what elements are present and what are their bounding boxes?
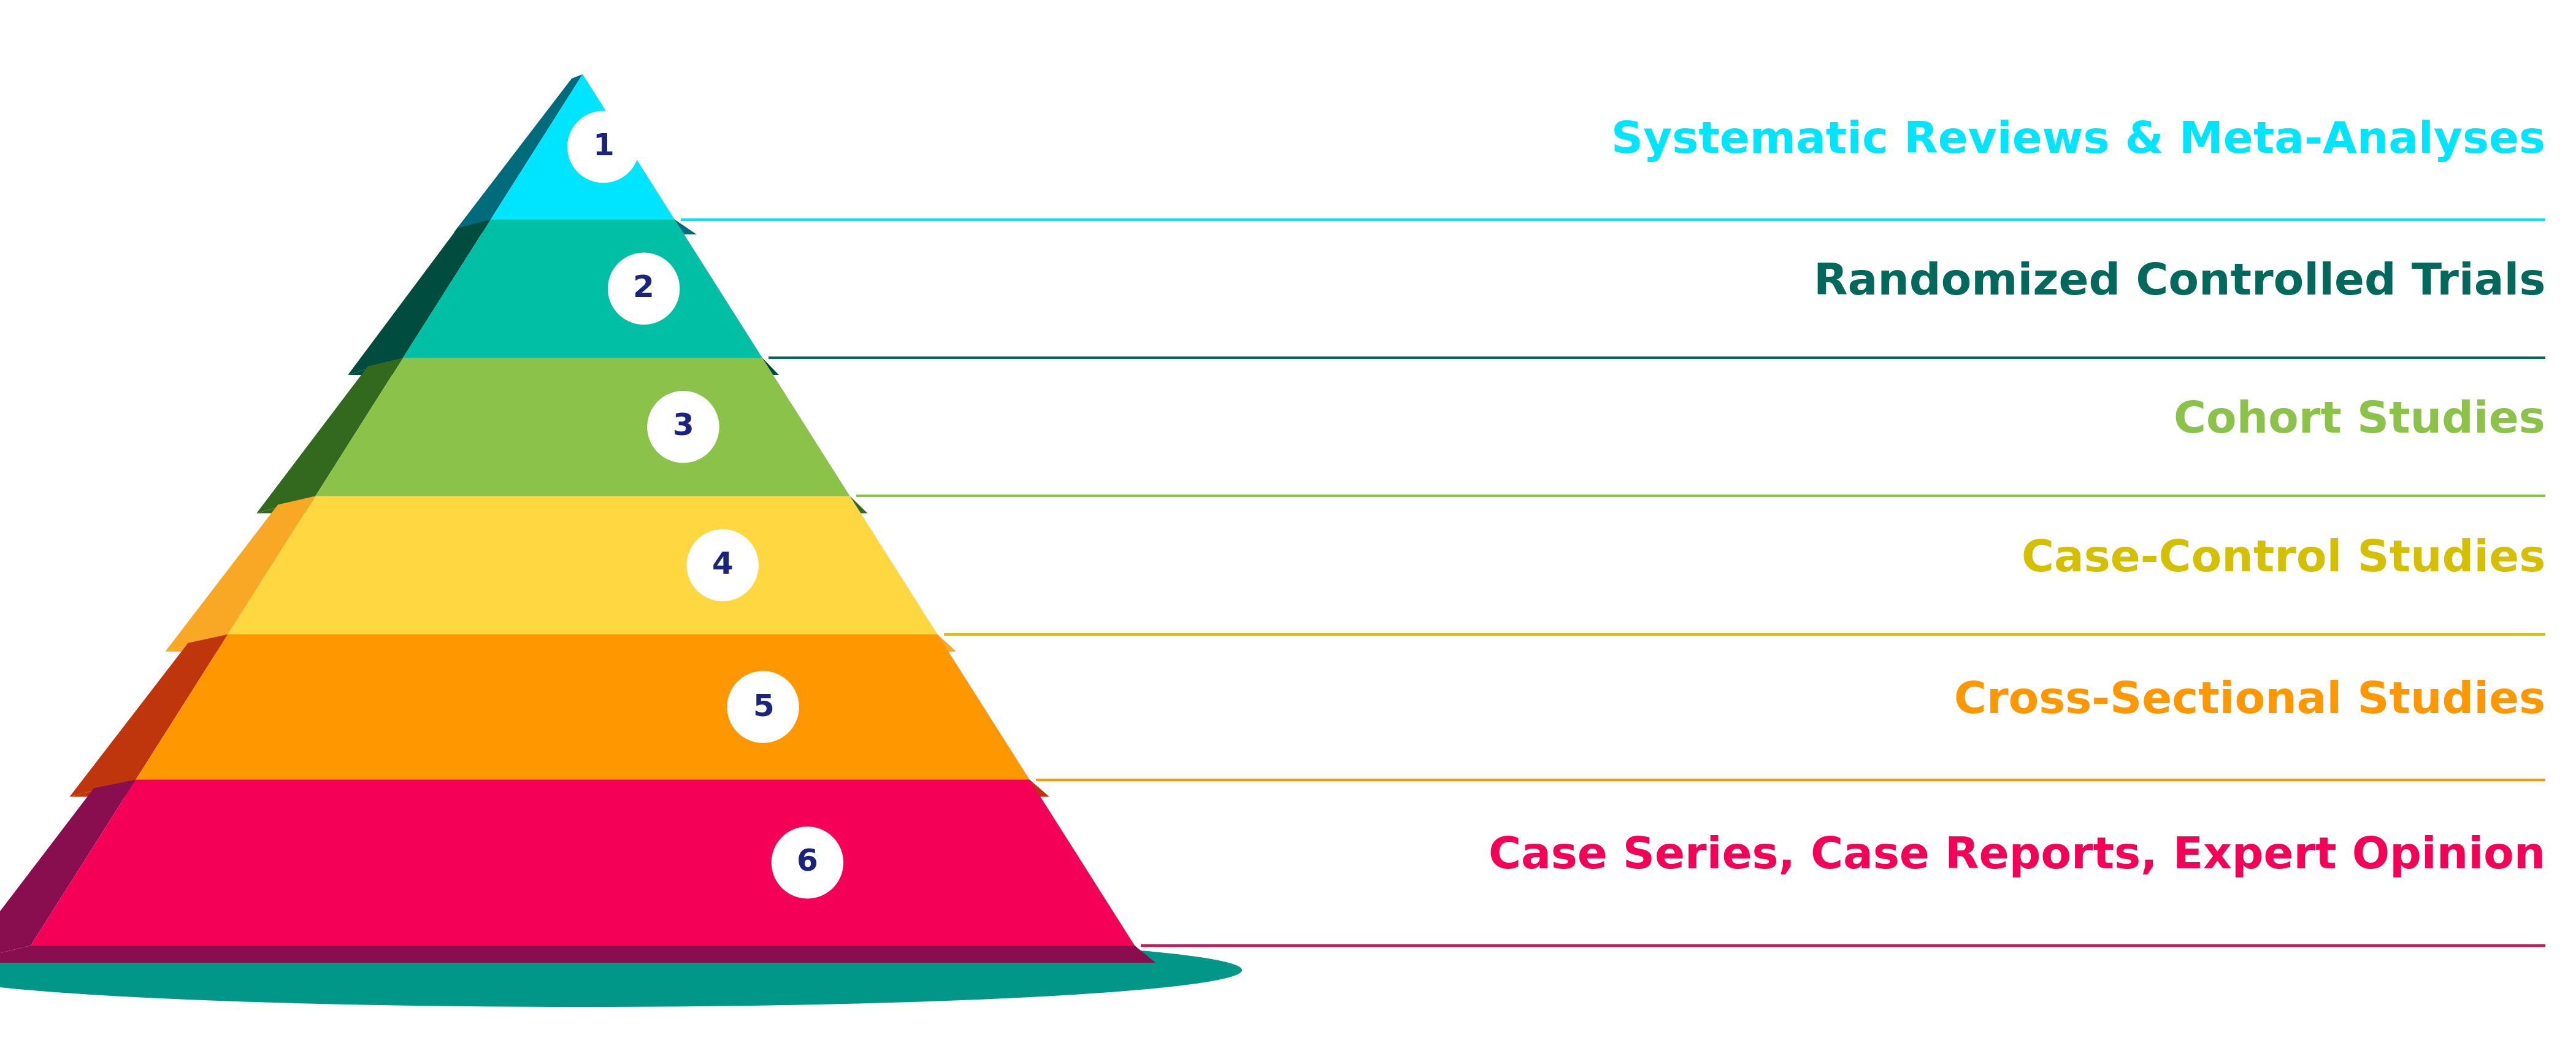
Polygon shape [402, 220, 762, 358]
Ellipse shape [0, 934, 1242, 1007]
Circle shape [647, 392, 719, 463]
Polygon shape [70, 779, 1048, 797]
Text: 5: 5 [752, 693, 773, 721]
Text: 3: 3 [672, 412, 693, 441]
Text: Case-Control Studies: Case-Control Studies [2022, 538, 2545, 580]
Polygon shape [453, 74, 582, 232]
Polygon shape [165, 635, 956, 652]
Text: Case Series, Case Reports, Expert Opinion: Case Series, Case Reports, Expert Opinio… [1489, 835, 2545, 878]
Polygon shape [165, 496, 314, 652]
Polygon shape [31, 779, 1133, 945]
Text: Systematic Reviews & Meta-Analyses: Systematic Reviews & Meta-Analyses [1610, 119, 2545, 162]
Polygon shape [0, 945, 1157, 963]
Polygon shape [70, 635, 227, 797]
Text: 2: 2 [634, 274, 654, 303]
Circle shape [688, 530, 757, 601]
Circle shape [567, 111, 639, 183]
Polygon shape [137, 635, 1030, 779]
Circle shape [726, 672, 799, 742]
Text: 4: 4 [711, 550, 734, 580]
Polygon shape [348, 220, 489, 375]
Polygon shape [0, 779, 137, 963]
Text: Randomized Controlled Trials: Randomized Controlled Trials [1814, 261, 2545, 304]
Circle shape [608, 253, 680, 324]
Circle shape [773, 827, 842, 899]
Text: Cross-Sectional Studies: Cross-Sectional Studies [1955, 680, 2545, 722]
Polygon shape [348, 358, 778, 375]
Polygon shape [258, 496, 868, 513]
Polygon shape [453, 220, 696, 234]
Text: 6: 6 [796, 848, 819, 878]
Text: 1: 1 [592, 132, 613, 162]
Polygon shape [489, 74, 675, 220]
Polygon shape [227, 496, 938, 635]
Polygon shape [314, 358, 850, 496]
Polygon shape [258, 358, 402, 513]
Text: Cohort Studies: Cohort Studies [2174, 399, 2545, 442]
